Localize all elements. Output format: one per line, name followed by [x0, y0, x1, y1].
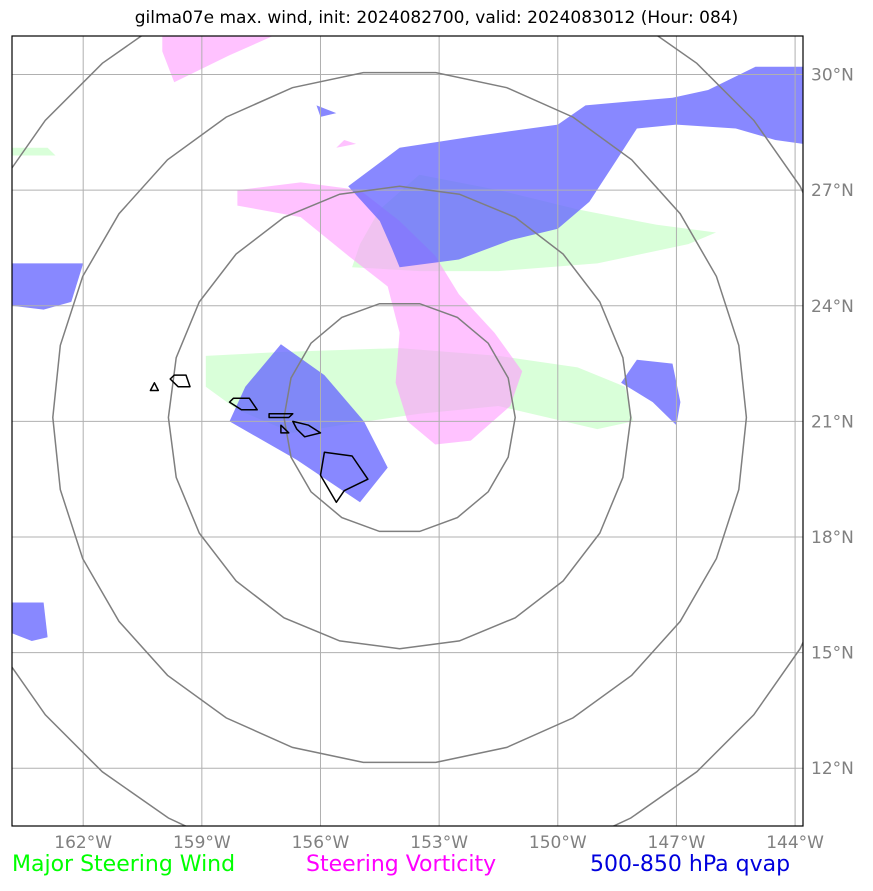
lon-tick-label: 156°W — [292, 833, 350, 853]
island-outline-1 — [169, 374, 191, 388]
island-outline-5 — [280, 424, 290, 434]
latitude-tick-labels: 12°N 15°N 18°N 21°N 24°N 27°N 30°N — [811, 66, 854, 780]
lat-tick-label: 15°N — [811, 644, 854, 664]
longitude-tick-labels: 162°W 159°W 156°W 153°W 150°W 147°W 144°W — [54, 833, 824, 853]
lat-tick-label: 27°N — [811, 181, 854, 201]
lon-tick-label: 159°W — [173, 833, 231, 853]
island-outline-3 — [228, 397, 258, 411]
lat-tick-label: 12°N — [811, 759, 854, 779]
island-outline-2 — [149, 382, 160, 392]
qvap-region-3 — [229, 344, 388, 503]
qvap-region-4 — [621, 359, 681, 426]
range-rings — [12, 36, 803, 826]
lat-tick-label: 24°N — [811, 297, 854, 317]
map-title: gilma07e max. wind, init: 2024082700, va… — [134, 8, 739, 28]
legend-qvap: 500-850 hPa qvap — [590, 852, 791, 877]
lon-tick-label: 162°W — [54, 833, 112, 853]
island-outline-6 — [292, 420, 322, 438]
range-ring-6deg — [167, 185, 632, 650]
lat-tick-label: 18°N — [811, 528, 854, 548]
lat-tick-label: 21°N — [811, 412, 854, 432]
vorticity-layer — [162, 36, 523, 445]
legend-vorticity: Steering Vorticity — [306, 852, 497, 877]
legend-wind: Major Steering Wind — [12, 852, 236, 877]
hawaii-coastline — [149, 374, 369, 504]
vorticity-region-3 — [336, 140, 357, 148]
island-outline-4 — [268, 412, 294, 419]
lon-tick-label: 150°W — [529, 833, 587, 853]
lon-tick-label: 153°W — [410, 833, 468, 853]
qvap-layer — [12, 66, 803, 641]
island-outline-7 — [319, 451, 369, 504]
lat-tick-label: 30°N — [811, 66, 854, 86]
vorticity-region-2 — [237, 182, 523, 445]
map-frame — [11, 35, 804, 827]
qvap-region-6 — [316, 105, 337, 117]
lon-tick-label: 147°W — [648, 833, 706, 853]
range-ring-9deg — [52, 71, 748, 764]
lat-lon-grid — [12, 36, 803, 826]
vorticity-region-1 — [162, 36, 273, 83]
qvap-region-5 — [12, 602, 48, 641]
qvap-region-1 — [348, 66, 803, 268]
range-ring-12deg — [12, 36, 803, 826]
lon-tick-label: 144°W — [766, 833, 824, 853]
qvap-region-2 — [12, 263, 84, 310]
